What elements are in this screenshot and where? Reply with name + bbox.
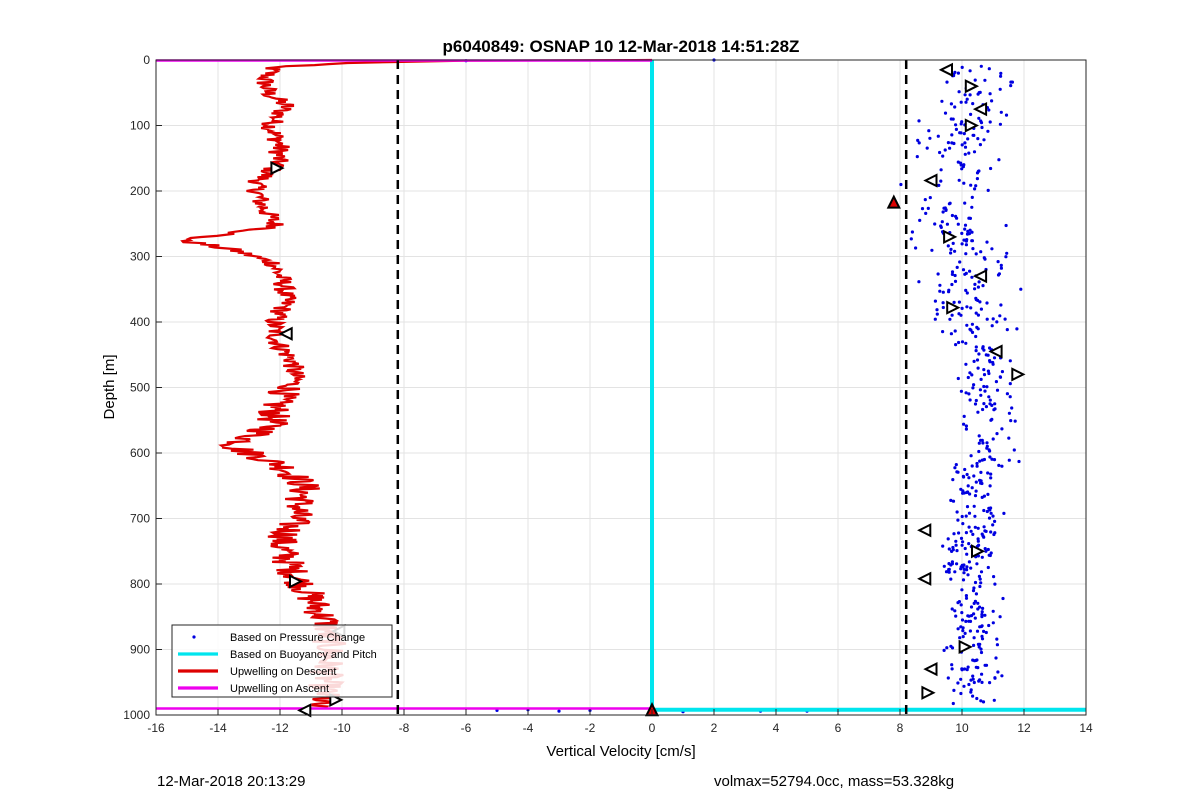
- ascent-marker: [943, 229, 958, 244]
- ballast-info-footer: volmax=52794.0cc, mass=53.328kg: [714, 773, 955, 790]
- x-tick-label: 2: [711, 721, 718, 735]
- y-tick-label: 900: [130, 643, 150, 657]
- x-tick-label: 8: [897, 721, 904, 735]
- timestamp-footer: 12-Mar-2018 20:13:29: [157, 773, 306, 790]
- y-tick-label: 400: [130, 315, 150, 329]
- ticks: -16 -14 -12 -10 -8 -6 -4 -2 0 2 4 6 8 10 12 14 0 100 200 30…: [123, 53, 1093, 735]
- x-axis-label: Vertical Velocity [cm/s]: [546, 743, 695, 760]
- pressure-change-points: [464, 58, 1023, 714]
- y-axis-label: Depth [m]: [101, 354, 118, 419]
- ascent-marker: [972, 269, 988, 284]
- legend: Based on Pressure Change Based on Buoyanc…: [171, 624, 393, 698]
- descent-marker: [297, 703, 312, 718]
- y-tick-label: 700: [130, 512, 150, 526]
- x-tick-label: 14: [1079, 721, 1093, 735]
- ascent-marker: [971, 544, 986, 559]
- x-tick-label: -2: [585, 721, 596, 735]
- y-tick-label: 800: [130, 577, 150, 591]
- ascent-marker: [958, 639, 973, 654]
- legend-swatch-dot: [192, 635, 196, 639]
- legend-label: Upwelling on Ascent: [230, 683, 329, 695]
- y-tick-label: 500: [130, 381, 150, 395]
- x-tick-label: 12: [1017, 721, 1031, 735]
- x-tick-label: -14: [209, 721, 227, 735]
- y-tick-label: 100: [130, 119, 150, 133]
- ascent-marker: [972, 102, 988, 117]
- legend-label: Based on Buoyancy and Pitch: [230, 649, 377, 661]
- x-tick-label: -6: [461, 721, 472, 735]
- flagged-marker: [886, 194, 901, 209]
- ascent-marker: [964, 79, 980, 94]
- y-tick-label: 300: [130, 250, 150, 264]
- x-tick-label: -8: [399, 721, 410, 735]
- legend-label: Upwelling on Descent: [230, 666, 336, 678]
- ascent-marker: [921, 685, 936, 700]
- x-tick-label: -12: [271, 721, 289, 735]
- legend-label: Based on Pressure Change: [230, 632, 365, 644]
- ascent-marker: [938, 62, 953, 77]
- ascent-marker: [923, 662, 938, 677]
- x-tick-label: 6: [835, 721, 842, 735]
- ascent-marker: [946, 300, 961, 315]
- y-tick-label: 600: [130, 446, 150, 460]
- x-tick-label: 4: [773, 721, 780, 735]
- x-tick-label: -16: [147, 721, 165, 735]
- y-tick-label: 0: [143, 53, 150, 67]
- y-tick-label: 1000: [123, 708, 150, 722]
- x-tick-label: -4: [523, 721, 534, 735]
- ascent-marker: [917, 523, 932, 538]
- descent-marker: [289, 574, 304, 589]
- x-tick-label: 10: [955, 721, 969, 735]
- ascent-marker: [917, 571, 932, 586]
- descent-marker: [270, 160, 285, 176]
- chart-title: p6040849: OSNAP 10 12-Mar-2018 14:51:28Z: [443, 37, 800, 56]
- ascent-marker: [1011, 367, 1026, 382]
- x-tick-label: -10: [333, 721, 351, 735]
- legend-box: [171, 624, 393, 698]
- x-tick-label: 0: [649, 721, 656, 735]
- ascent-marker: [964, 118, 980, 133]
- ascent-marker: [923, 173, 938, 188]
- descent-marker: [278, 326, 293, 341]
- ascent-marker: [988, 344, 1003, 359]
- y-tick-label: 200: [130, 184, 150, 198]
- data-traces: [156, 58, 1086, 718]
